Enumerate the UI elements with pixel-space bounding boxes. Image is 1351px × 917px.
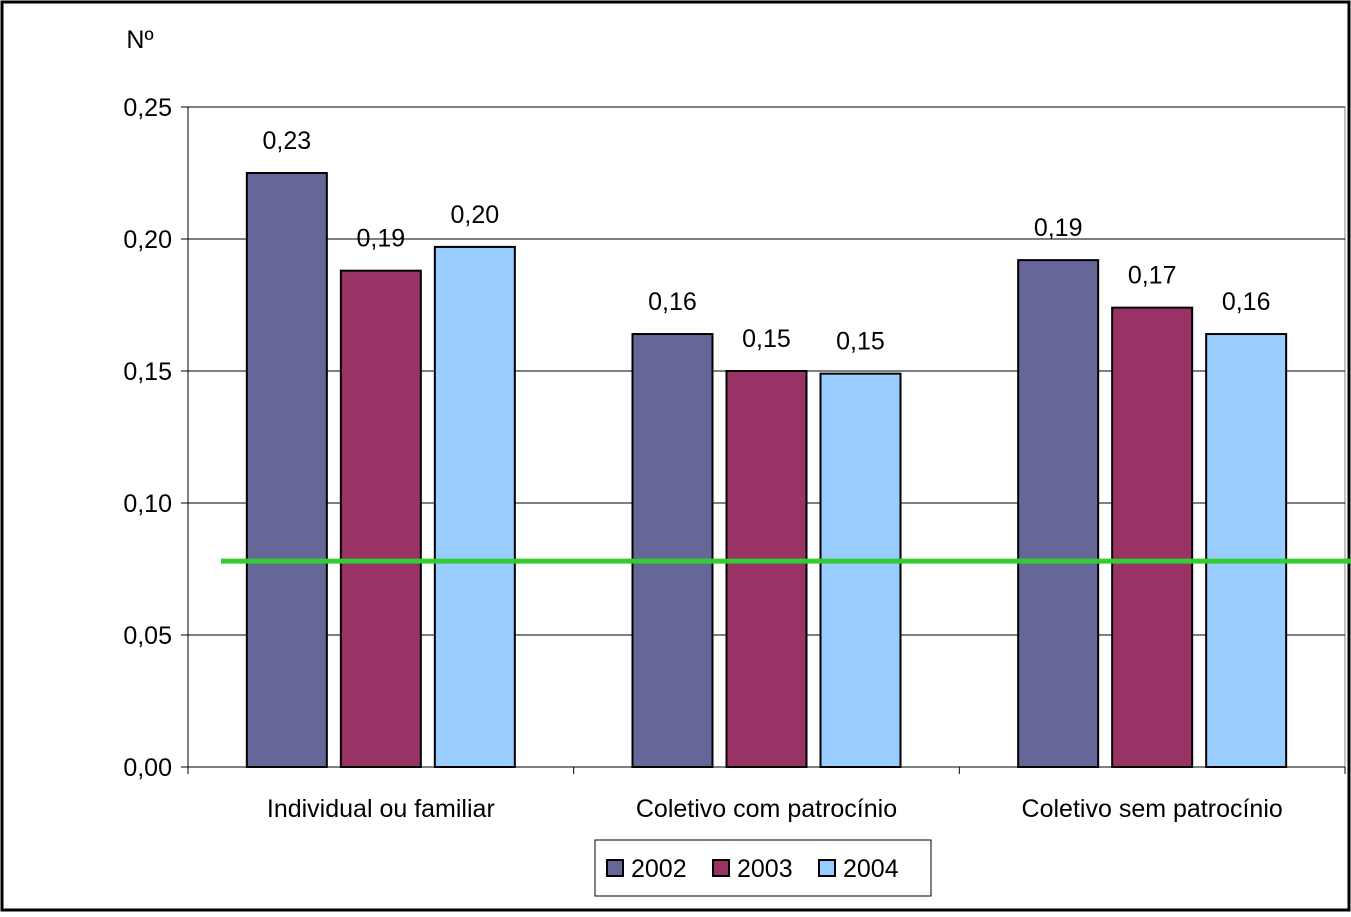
legend-swatch-2003 bbox=[712, 859, 730, 877]
bar-2003-0 bbox=[339, 269, 422, 768]
x-ticks: Individual ou familiar Coletivo com patro… bbox=[187, 767, 1346, 823]
x-tick-label: Coletivo sem patrocínio bbox=[1022, 795, 1283, 823]
legend: 2002 2003 2004 bbox=[594, 839, 932, 897]
y-axis-title: Nº bbox=[126, 26, 153, 54]
bar-2004-2 bbox=[1205, 333, 1288, 768]
data-label: 0,19 bbox=[1034, 214, 1083, 242]
data-label: 0,19 bbox=[356, 225, 405, 253]
y-tick-label: 0,05 bbox=[123, 622, 172, 650]
data-label: 0,16 bbox=[1222, 288, 1271, 316]
y-ticks: 0,00 0,05 0,10 0,15 0,20 0,25 bbox=[123, 94, 188, 782]
legend-label-2003: 2003 bbox=[737, 855, 793, 883]
y-tick-label: 0,10 bbox=[123, 490, 172, 518]
legend-box bbox=[594, 839, 932, 897]
bar-2003-1 bbox=[725, 370, 808, 768]
legend-label-2004: 2004 bbox=[843, 855, 899, 883]
bar-2004-0 bbox=[433, 245, 516, 769]
legend-label-2002: 2002 bbox=[631, 855, 687, 883]
axes bbox=[187, 107, 1345, 768]
data-label: 0,15 bbox=[742, 325, 791, 353]
data-labels: 0,23 0,16 0,19 0,19 0,15 0,17 0,20 0,15 0,16 bbox=[262, 127, 1270, 356]
legend-swatch-2004 bbox=[818, 859, 836, 877]
bar-2002-1 bbox=[631, 333, 714, 768]
x-tick-label: Coletivo com patrocínio bbox=[636, 795, 897, 823]
data-label: 0,23 bbox=[262, 127, 311, 155]
y-tick-label: 0,20 bbox=[123, 226, 172, 254]
bar-2002-0 bbox=[245, 172, 328, 768]
data-label: 0,17 bbox=[1128, 262, 1177, 290]
y-tick-label: 0,25 bbox=[123, 94, 172, 122]
x-tick-label: Individual ou familiar bbox=[267, 795, 495, 823]
bars bbox=[245, 172, 1288, 769]
data-label: 0,15 bbox=[836, 328, 885, 356]
bar-2002-2 bbox=[1017, 259, 1100, 768]
legend-swatch-2002 bbox=[606, 859, 624, 877]
data-label: 0,20 bbox=[450, 201, 499, 229]
y-tick-label: 0,00 bbox=[123, 754, 172, 782]
data-label: 0,16 bbox=[648, 288, 697, 316]
bar-2003-2 bbox=[1111, 306, 1194, 768]
y-tick-label: 0,15 bbox=[123, 358, 172, 386]
bar-2004-1 bbox=[819, 372, 902, 768]
